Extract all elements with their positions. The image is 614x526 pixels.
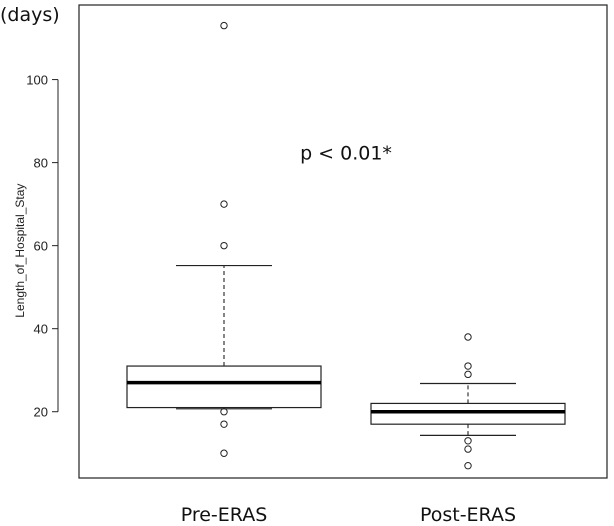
outlier-point — [220, 21, 228, 30]
p-value-annotation: p < 0.01* — [300, 143, 392, 165]
outlier-point — [220, 241, 228, 250]
y-tick-label: 60 — [34, 239, 48, 254]
plot-frame — [78, 4, 608, 479]
outlier-point — [464, 333, 472, 341]
outlier-point — [464, 370, 472, 379]
x-category-label: Post-ERAS — [420, 504, 516, 526]
outlier-point — [464, 461, 472, 470]
boxes-layer — [126, 21, 566, 470]
outlier-point — [464, 445, 472, 453]
axes-layer: 20 40 60 80 100 Pre-ERAS Post-ERAS — [26, 73, 516, 526]
box-group — [126, 21, 322, 457]
outlier-point — [220, 449, 228, 457]
outlier-point — [220, 408, 228, 416]
outlier-point — [220, 420, 228, 428]
y-tick-label: 20 — [34, 405, 48, 420]
y-axis-label: Length_of_Hospital_Stay — [13, 184, 27, 318]
box-group — [370, 333, 566, 470]
outlier-point — [220, 200, 228, 208]
y-tick-label: 80 — [34, 156, 48, 171]
iqr-box — [126, 365, 322, 409]
outlier-point — [464, 437, 472, 445]
x-category-label: Pre-ERAS — [181, 504, 268, 526]
plot-frame-layer — [78, 4, 608, 479]
y-tick-label: 100 — [26, 73, 48, 88]
y-unit-label: (days) — [0, 4, 60, 26]
y-tick-label: 40 — [34, 322, 48, 337]
iqr-box — [370, 402, 566, 425]
outlier-point — [464, 362, 472, 370]
